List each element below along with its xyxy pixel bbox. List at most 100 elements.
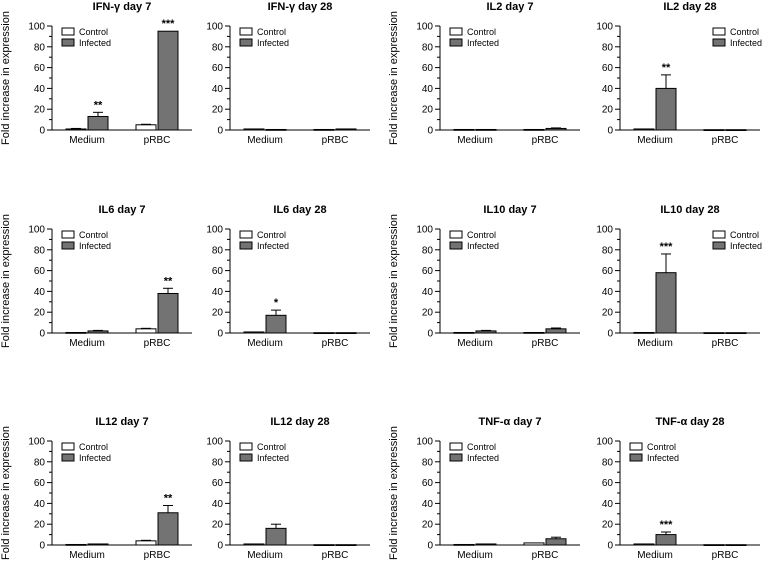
legend-swatch: [61, 38, 75, 47]
legend-swatch: [239, 241, 253, 250]
infected-bar: [87, 115, 109, 131]
x-category-label: pRBC: [144, 135, 171, 146]
y-tick-label: 60: [602, 478, 614, 489]
control-bar: [703, 129, 725, 131]
legend-label: Infected: [79, 453, 111, 463]
y-tick-label: 0: [39, 329, 45, 340]
significance-label: ***: [660, 241, 674, 253]
legend-label: Control: [467, 442, 496, 452]
y-tick-label: 0: [217, 126, 223, 137]
panel-title: IL2 day 28: [663, 1, 716, 13]
y-axis-label: Fold increase in expression: [0, 11, 12, 145]
infected-bar: [545, 127, 567, 131]
chart-panel: IL10 day 28 0 20 40 60 80 100 Medium *** pRBC Cont…: [596, 204, 762, 349]
y-tick-label: 80: [34, 457, 46, 468]
infected-bar: [475, 543, 497, 546]
infected-bar: [335, 544, 357, 546]
control-bar: [453, 128, 475, 131]
y-tick-label: 60: [212, 478, 224, 489]
legend-swatch: [61, 230, 75, 239]
infected-bar: [545, 328, 567, 334]
panel-title: IL6 day 7: [98, 204, 145, 216]
legend-swatch: [239, 442, 253, 451]
y-tick-label: 40: [602, 287, 614, 298]
x-category-label: Medium: [69, 135, 105, 146]
y-tick-label: 40: [422, 499, 434, 510]
legend-swatch: [629, 453, 643, 462]
y-tick-label: 0: [39, 126, 45, 137]
x-category-label: pRBC: [322, 135, 349, 146]
legend-label: Control: [79, 27, 108, 37]
x-category-label: Medium: [457, 135, 493, 146]
legend-swatch: [449, 241, 463, 250]
x-category-label: Medium: [69, 550, 105, 561]
infected-bar: [265, 527, 287, 546]
x-category-label: pRBC: [322, 550, 349, 561]
y-tick-label: 40: [212, 84, 224, 95]
control-bar: [65, 128, 87, 131]
y-tick-label: 20: [602, 520, 614, 531]
y-tick-label: 100: [596, 225, 613, 236]
significance-label: *: [274, 297, 279, 309]
x-category-label: pRBC: [144, 338, 171, 349]
chart-panel: IL10 day 7 Fold increase in expression 0 20…: [388, 204, 580, 349]
y-tick-label: 20: [34, 105, 46, 116]
control-bar: [313, 128, 335, 131]
y-tick-label: 0: [427, 541, 433, 552]
y-tick-label: 80: [34, 42, 46, 53]
legend-label: Control: [257, 27, 286, 37]
legend-swatch: [449, 27, 463, 36]
y-tick-label: 0: [217, 329, 223, 340]
y-tick-label: 0: [217, 541, 223, 552]
control-bar: [243, 331, 265, 334]
control-bar: [243, 128, 265, 131]
infected-bar: [335, 128, 357, 131]
y-tick-label: 100: [28, 225, 45, 236]
control-bar: [135, 540, 157, 546]
infected-bar: [87, 330, 109, 334]
y-tick-label: 80: [212, 457, 224, 468]
significance-label: **: [164, 275, 173, 287]
control-bar: [703, 332, 725, 334]
legend-label: Infected: [467, 241, 499, 251]
y-tick-label: 80: [602, 457, 614, 468]
x-category-label: pRBC: [712, 550, 739, 561]
y-tick-label: 40: [212, 499, 224, 510]
infected-bar: [265, 128, 287, 131]
legend-label: Control: [730, 27, 759, 37]
legend-swatch: [239, 38, 253, 47]
x-category-label: pRBC: [532, 135, 559, 146]
x-category-label: Medium: [457, 338, 493, 349]
chart-panel: IL6 day 7 Fold increase in expression 0 20 4…: [0, 204, 192, 349]
y-tick-label: 40: [34, 287, 46, 298]
legend-swatch: [449, 38, 463, 47]
panel-title: IL10 day 28: [660, 204, 719, 216]
legend-swatch: [712, 241, 726, 250]
y-tick-label: 60: [422, 266, 434, 277]
infected-bar: [265, 314, 287, 334]
y-tick-label: 80: [422, 42, 434, 53]
y-tick-label: 20: [34, 308, 46, 319]
significance-label: ***: [660, 519, 674, 531]
y-tick-label: 60: [602, 63, 614, 74]
y-tick-label: 60: [212, 266, 224, 277]
y-axis-label: Fold increase in expression: [388, 426, 400, 560]
y-tick-label: 80: [422, 245, 434, 256]
control-bar: [523, 128, 545, 131]
chart-panel: IFN-γ day 7 Fold increase in expression 0 2…: [0, 1, 192, 146]
panel-title: TNF-α day 28: [655, 416, 724, 428]
control-bar: [633, 128, 655, 131]
infected-bar: [475, 128, 497, 131]
control-bar: [65, 331, 87, 334]
legend-swatch: [449, 230, 463, 239]
y-tick-label: 100: [28, 437, 45, 448]
x-category-label: pRBC: [532, 338, 559, 349]
y-tick-label: 80: [422, 457, 434, 468]
y-tick-label: 60: [34, 266, 46, 277]
control-bar: [135, 124, 157, 131]
legend-swatch: [239, 453, 253, 462]
legend-swatch: [629, 442, 643, 451]
legend-swatch: [449, 453, 463, 462]
panel-title: IL2 day 7: [486, 1, 533, 13]
x-category-label: Medium: [247, 550, 283, 561]
